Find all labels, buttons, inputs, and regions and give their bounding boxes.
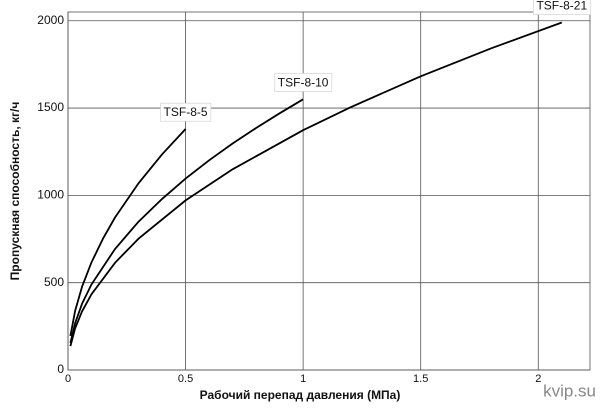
- x-tick-label: 1.5: [413, 373, 428, 385]
- series-label-box: [274, 73, 333, 92]
- series-line: [69, 21, 563, 347]
- series-label: TSF-8-21: [536, 0, 587, 13]
- x-axis-title: Рабочий перепад давления (МПа): [200, 388, 401, 402]
- y-tick-label: 0: [57, 362, 64, 376]
- y-axis-title: Пропускная способность, кг/ч: [8, 102, 22, 281]
- y-tick-label: 1500: [37, 100, 64, 114]
- series-line: [69, 98, 304, 344]
- series-line: [69, 128, 187, 337]
- y-tick-label: 2000: [37, 13, 64, 27]
- watermark: kvip.su: [543, 381, 596, 400]
- x-tick-label: 2: [535, 373, 541, 385]
- plot-area: [67, 11, 591, 371]
- y-tick-label: 500: [44, 275, 64, 289]
- x-tick-label: 0.5: [178, 373, 193, 385]
- series-label-box: [160, 102, 212, 122]
- series-label: TSF-8-10: [278, 75, 329, 89]
- y-tick-label: 1000: [37, 188, 64, 202]
- x-tick-label: 1: [300, 373, 306, 385]
- series-label-box: [533, 0, 591, 15]
- series-label: TSF-8-5: [164, 105, 208, 119]
- x-tick-label: 0: [65, 373, 71, 385]
